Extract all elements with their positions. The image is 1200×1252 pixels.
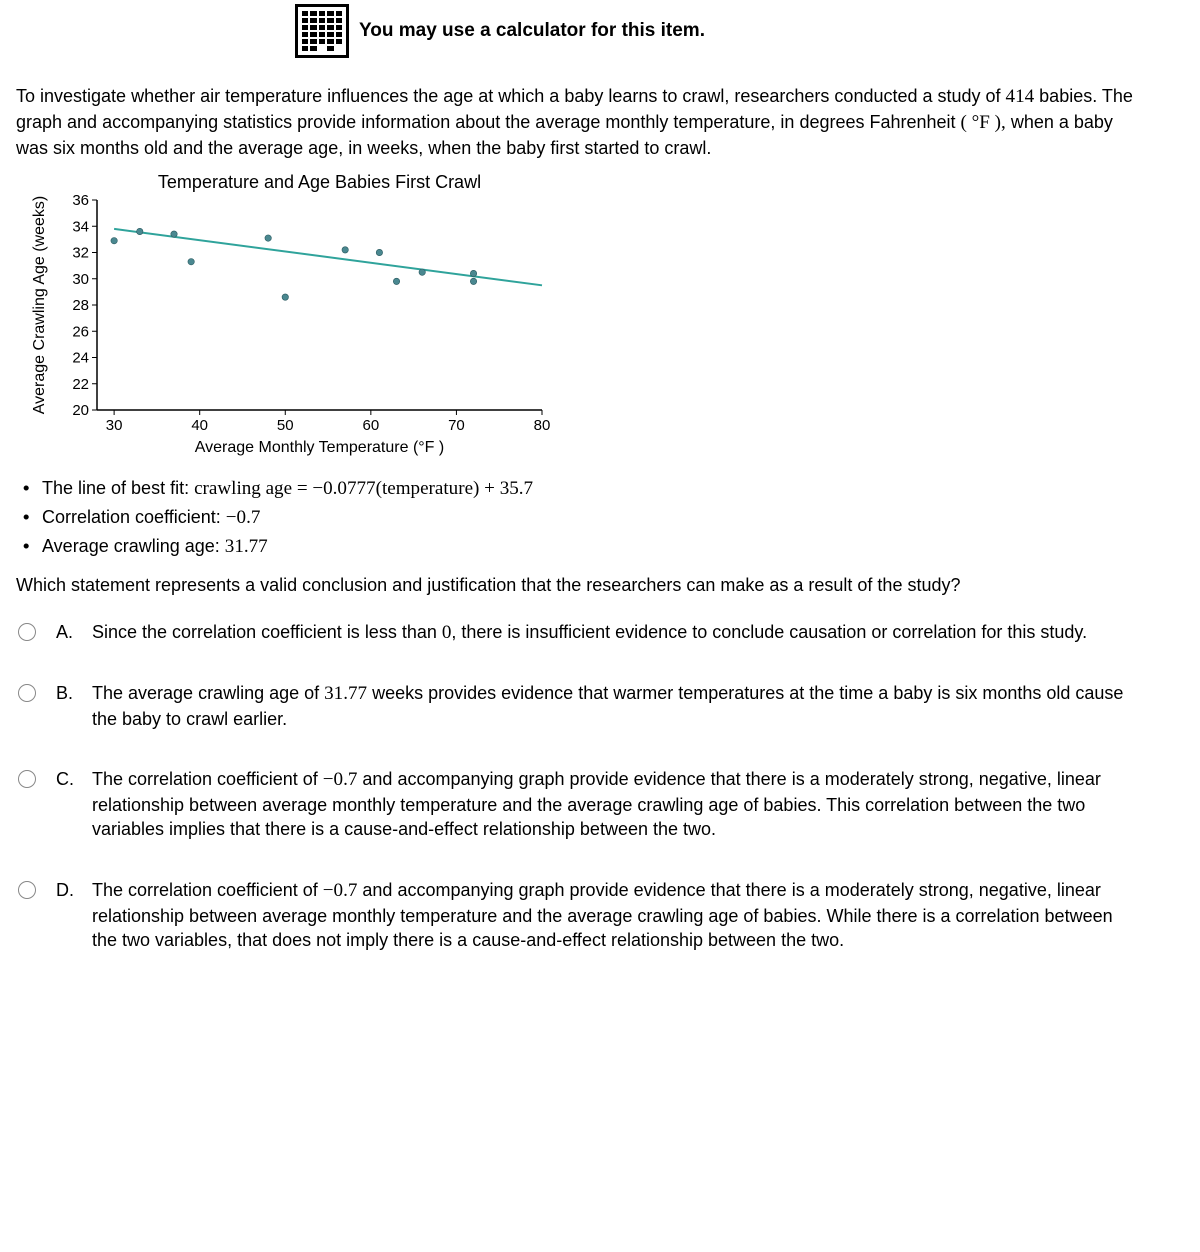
degF-expr: ( °F ),	[961, 112, 1006, 133]
chart-container: Temperature and Age Babies First Crawl 20…	[22, 170, 1184, 466]
opt-c-num: −0.7	[323, 769, 358, 790]
svg-text:80: 80	[534, 417, 551, 434]
svg-text:Average Crawling Age (weeks): Average Crawling Age (weeks)	[31, 196, 48, 414]
b1-pre: The line of best fit:	[42, 478, 194, 498]
bullet-avg-age: Average crawling age: 31.77	[40, 534, 1184, 560]
b1-eq: crawling age = −0.0777(temperature) + 35…	[194, 478, 533, 499]
opt-a-post: , there is insufficient evidence to conc…	[451, 622, 1087, 642]
opt-d-pre: The correlation coefficient of	[92, 880, 323, 900]
option-a-row[interactable]: A. Since the correlation coefficient is …	[16, 620, 1184, 646]
b2-pre: Correlation coefficient:	[42, 507, 226, 527]
svg-text:26: 26	[72, 323, 89, 340]
option-d-row[interactable]: D. The correlation coefficient of −0.7 a…	[16, 878, 1184, 952]
opt-c-pre: The correlation coefficient of	[92, 769, 323, 789]
option-b-text: The average crawling age of 31.77 weeks …	[92, 681, 1136, 731]
calculator-icon	[295, 4, 349, 58]
option-c-row[interactable]: C. The correlation coefficient of −0.7 a…	[16, 767, 1184, 841]
num-babies: 414	[1006, 86, 1035, 107]
bullet-best-fit: The line of best fit: crawling age = −0.…	[40, 476, 1184, 502]
opt-a-num: 0	[442, 622, 452, 643]
radio-b[interactable]	[18, 684, 36, 702]
intro-paragraph: To investigate whether air temperature i…	[16, 84, 1146, 160]
calculator-banner: You may use a calculator for this item.	[16, 0, 1184, 66]
svg-text:30: 30	[106, 417, 123, 434]
b3-val: 31.77	[225, 536, 268, 557]
opt-b-pre: The average crawling age of	[92, 683, 324, 703]
option-d-letter: D.	[56, 878, 78, 952]
b3-pre: Average crawling age:	[42, 536, 225, 556]
opt-d-num: −0.7	[323, 880, 358, 901]
stats-bullets: The line of best fit: crawling age = −0.…	[24, 476, 1184, 559]
opt-a-pre: Since the correlation coefficient is les…	[92, 622, 442, 642]
opt-b-num: 31.77	[324, 683, 367, 704]
option-d-body: D. The correlation coefficient of −0.7 a…	[56, 878, 1136, 952]
svg-text:Temperature and Age Babies Fir: Temperature and Age Babies First Crawl	[158, 172, 481, 192]
option-b-letter: B.	[56, 681, 78, 731]
svg-text:22: 22	[72, 376, 89, 393]
radio-d[interactable]	[18, 881, 36, 899]
option-c-text: The correlation coefficient of −0.7 and …	[92, 767, 1136, 841]
svg-text:Average Monthly Temperature (°: Average Monthly Temperature (°F )	[195, 439, 444, 456]
svg-text:36: 36	[72, 192, 89, 209]
svg-text:70: 70	[448, 417, 465, 434]
option-a-text: Since the correlation coefficient is les…	[92, 620, 1087, 646]
svg-text:50: 50	[277, 417, 294, 434]
svg-text:28: 28	[72, 297, 89, 314]
option-c-body: C. The correlation coefficient of −0.7 a…	[56, 767, 1136, 841]
option-c-letter: C.	[56, 767, 78, 841]
svg-text:30: 30	[72, 271, 89, 288]
option-b-body: B. The average crawling age of 31.77 wee…	[56, 681, 1136, 731]
calculator-notice-text: You may use a calculator for this item.	[359, 18, 705, 44]
radio-a[interactable]	[18, 623, 36, 641]
intro-text-1: To investigate whether air temperature i…	[16, 86, 1006, 106]
scatter-chart: Temperature and Age Babies First Crawl 20…	[22, 170, 562, 460]
svg-text:20: 20	[72, 402, 89, 419]
option-a-letter: A.	[56, 620, 78, 646]
svg-text:32: 32	[72, 244, 89, 261]
svg-text:34: 34	[72, 218, 89, 235]
option-b-row[interactable]: B. The average crawling age of 31.77 wee…	[16, 681, 1184, 731]
svg-text:60: 60	[363, 417, 380, 434]
radio-c[interactable]	[18, 770, 36, 788]
bullet-correlation: Correlation coefficient: −0.7	[40, 505, 1184, 531]
b2-val: −0.7	[226, 507, 261, 528]
svg-text:40: 40	[191, 417, 208, 434]
option-a-body: A. Since the correlation coefficient is …	[56, 620, 1087, 646]
question-text: Which statement represents a valid concl…	[16, 573, 1184, 597]
option-d-text: The correlation coefficient of −0.7 and …	[92, 878, 1136, 952]
svg-text:24: 24	[72, 349, 89, 366]
